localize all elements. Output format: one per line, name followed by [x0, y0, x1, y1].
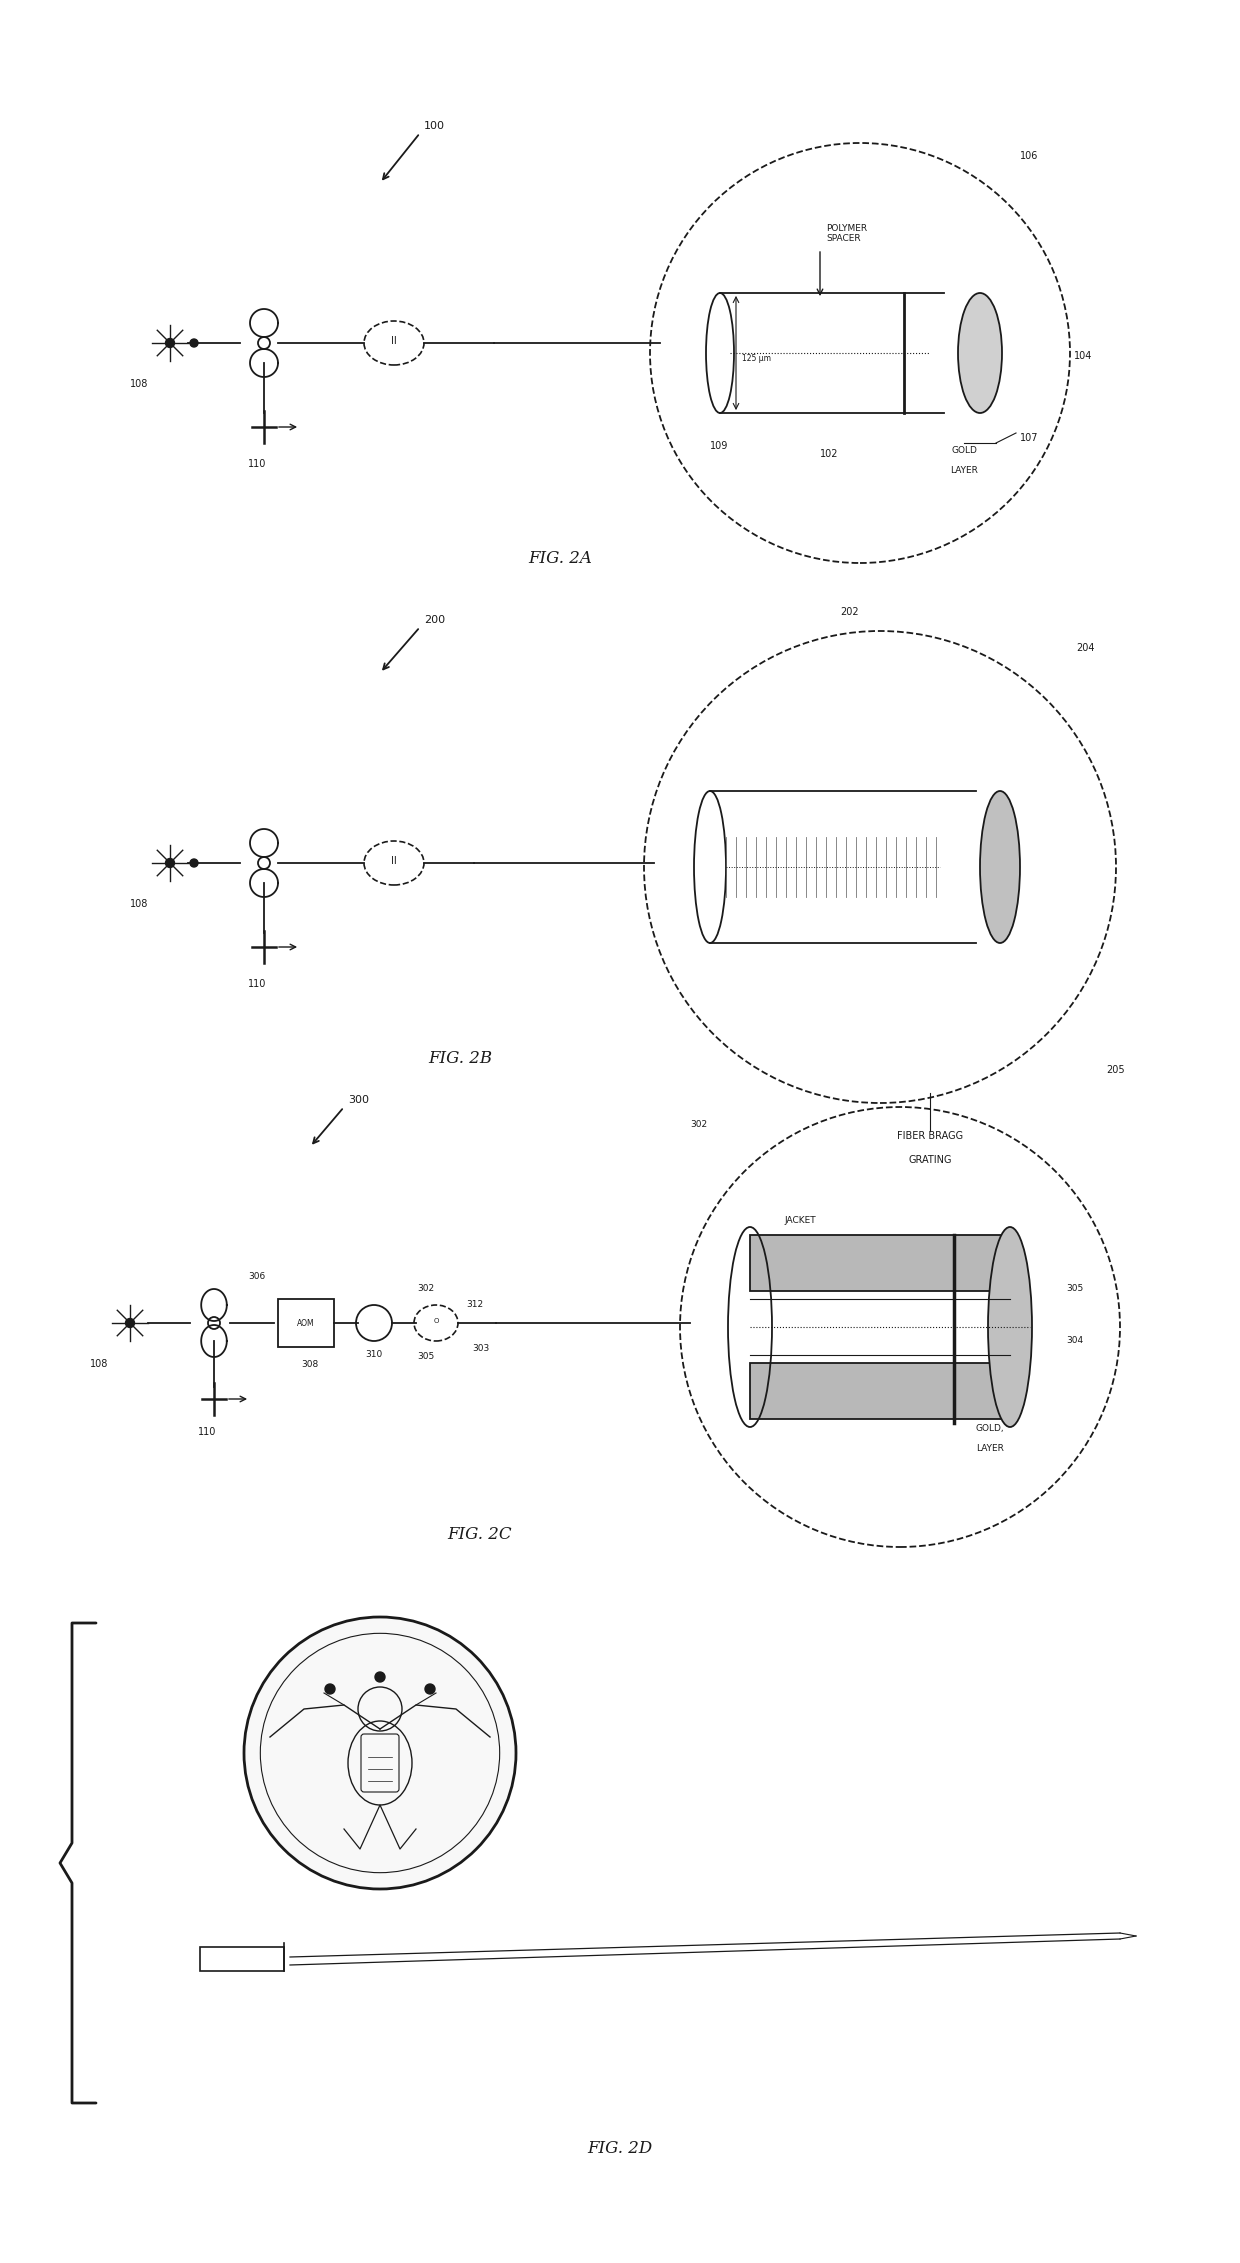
Circle shape	[190, 860, 198, 867]
Text: 106: 106	[1021, 152, 1038, 161]
Text: FIG. 2C: FIG. 2C	[448, 1525, 512, 1543]
Circle shape	[190, 339, 198, 346]
Text: 302: 302	[689, 1120, 707, 1129]
Text: 304: 304	[1066, 1335, 1083, 1344]
Circle shape	[325, 1684, 335, 1695]
Text: 300: 300	[348, 1095, 370, 1104]
Text: O: O	[433, 1317, 439, 1324]
Text: 303: 303	[472, 1344, 490, 1353]
Text: 125 μm: 125 μm	[742, 353, 771, 362]
Text: FIG. 2A: FIG. 2A	[528, 550, 591, 568]
Text: JACKET: JACKET	[784, 1215, 816, 1224]
Bar	[750, 1236, 1011, 1290]
Text: GRATING: GRATING	[908, 1154, 952, 1165]
Circle shape	[374, 1672, 384, 1681]
Text: 308: 308	[301, 1360, 319, 1369]
Text: 110: 110	[248, 459, 267, 468]
Text: POLYMER
SPACER: POLYMER SPACER	[826, 224, 867, 242]
Bar	[750, 1362, 1011, 1419]
Text: 305: 305	[418, 1351, 435, 1360]
Text: 200: 200	[424, 616, 445, 625]
Circle shape	[244, 1618, 516, 1890]
Text: 108: 108	[130, 378, 149, 389]
Text: II: II	[391, 335, 397, 346]
Text: FIG. 2B: FIG. 2B	[428, 1050, 492, 1066]
Text: 108: 108	[130, 898, 149, 910]
Circle shape	[425, 1684, 435, 1695]
Text: FIG. 2D: FIG. 2D	[588, 2141, 652, 2157]
Text: GOLD: GOLD	[951, 446, 977, 455]
Text: 302: 302	[418, 1283, 434, 1292]
Text: 107: 107	[1021, 432, 1039, 444]
Text: 204: 204	[1076, 643, 1095, 654]
Text: 305: 305	[1066, 1283, 1084, 1292]
Text: 310: 310	[366, 1351, 383, 1360]
Text: 100: 100	[424, 120, 445, 131]
Bar	[200, 1946, 284, 1971]
Circle shape	[125, 1319, 134, 1328]
Text: 312: 312	[466, 1299, 484, 1308]
Text: 202: 202	[841, 606, 859, 618]
Text: LAYER: LAYER	[950, 466, 978, 475]
Text: LAYER: LAYER	[976, 1444, 1004, 1453]
Text: 110: 110	[248, 980, 267, 989]
Text: 108: 108	[91, 1360, 108, 1369]
Text: 104: 104	[1074, 351, 1092, 362]
Text: 205: 205	[1106, 1066, 1125, 1075]
Circle shape	[165, 858, 175, 867]
Text: FIBER BRAGG: FIBER BRAGG	[897, 1132, 963, 1141]
Text: 102: 102	[820, 448, 838, 459]
Text: 306: 306	[248, 1272, 265, 1281]
Ellipse shape	[988, 1227, 1032, 1428]
Text: GOLD,: GOLD,	[976, 1423, 1004, 1432]
Text: II: II	[391, 855, 397, 867]
Bar	[278, 1299, 334, 1346]
Text: 110: 110	[198, 1428, 216, 1437]
Ellipse shape	[980, 792, 1021, 944]
Circle shape	[165, 339, 175, 349]
Text: AOM: AOM	[298, 1319, 315, 1328]
Text: 109: 109	[711, 441, 728, 450]
Ellipse shape	[959, 292, 1002, 414]
